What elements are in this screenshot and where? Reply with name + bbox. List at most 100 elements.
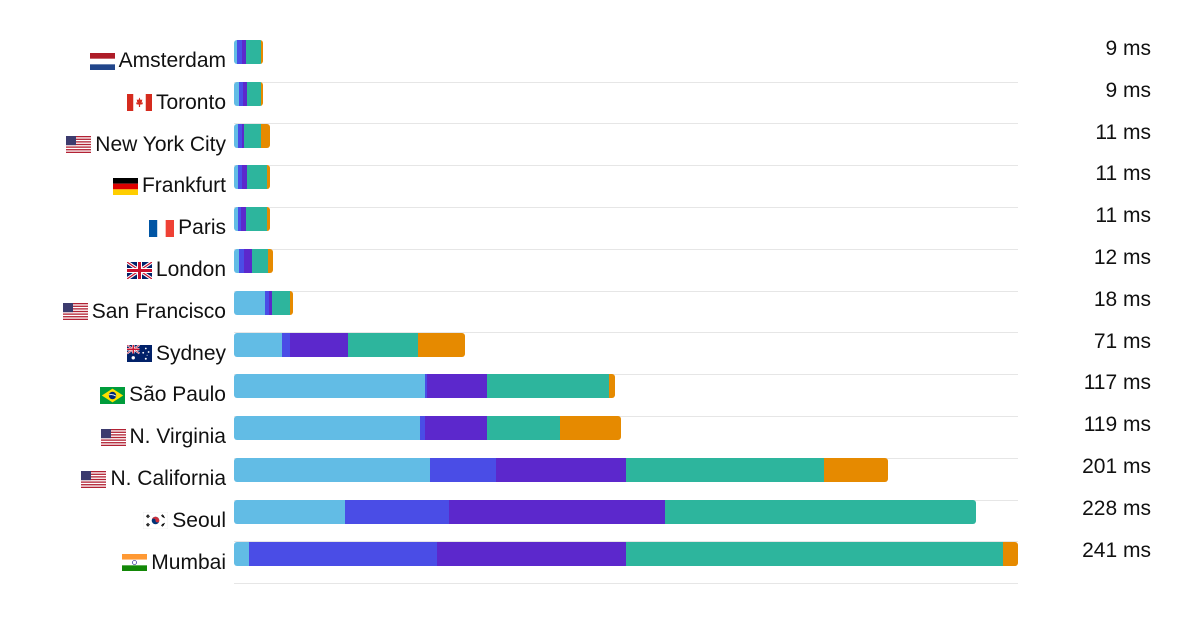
bar-segment [486, 416, 561, 441]
city-name: Sydney [155, 341, 226, 365]
bar-segment [251, 249, 268, 273]
stacked-bar [234, 416, 622, 441]
bar-segment [234, 541, 249, 566]
chart-row: Mumbai 241 ms [0, 538, 1200, 584]
france-flag-icon [149, 219, 175, 237]
bar-segment [265, 290, 270, 315]
bar-segment [241, 40, 246, 64]
bar-segment [290, 332, 348, 357]
usa-flag-icon [66, 136, 92, 154]
bar-segment [282, 332, 291, 357]
chart-row: Toronto 9 ms [0, 78, 1200, 124]
category-label: N. California [81, 462, 226, 496]
stacked-bar [234, 290, 293, 315]
category-label: Sydney [126, 337, 226, 371]
netherlands-flag-icon [89, 52, 115, 70]
germany-flag-icon [112, 177, 138, 195]
stacked-bar [234, 499, 976, 524]
usa-flag-icon [62, 303, 88, 321]
value-label: 241 ms [1082, 538, 1151, 562]
bar-segment [241, 165, 248, 190]
bar-segment [1003, 541, 1018, 566]
bar-segment [260, 123, 270, 148]
bar-segment [234, 123, 239, 148]
stacked-bar [234, 374, 615, 399]
city-name: Frankfurt [141, 174, 226, 198]
stacked-bar [234, 81, 264, 106]
row-divider [234, 165, 1018, 167]
bar-segment [449, 499, 665, 524]
value-label: 119 ms [1083, 413, 1151, 437]
city-name: New York City [95, 132, 226, 156]
category-label: Seoul [143, 504, 226, 538]
chart-row: London 12 ms [0, 246, 1200, 291]
bar-segment [261, 81, 264, 106]
chart-row: Sydney 71 ms [0, 329, 1200, 375]
row-divider [234, 123, 1018, 125]
category-label: London [126, 253, 226, 287]
bar-segment [272, 290, 290, 315]
row-divider [234, 290, 1018, 292]
city-name: Amsterdam [118, 49, 226, 72]
category-label: São Paulo [100, 378, 226, 412]
bar-segment [424, 374, 427, 399]
chart-row: Amsterdam 9 ms [0, 37, 1200, 82]
city-name: Paris [178, 216, 226, 240]
bar-segment [247, 165, 268, 190]
category-label: N. Virginia [100, 420, 227, 454]
bar-segment [609, 374, 615, 399]
bar-segment [560, 416, 622, 441]
category-label: Amsterdam [89, 44, 226, 78]
bar-segment [664, 499, 976, 524]
chart-row: São Paulo 117 ms [0, 371, 1200, 416]
bar-segment [234, 458, 431, 482]
stacked-bar [234, 165, 270, 190]
bar-segment [289, 290, 293, 315]
row-divider [234, 332, 1018, 334]
bar-segment [419, 416, 426, 441]
bar-segment [234, 40, 238, 64]
canada-flag-icon [126, 94, 152, 112]
bar-segment [234, 165, 238, 190]
bar-segment [240, 207, 247, 232]
bar-segment [237, 165, 242, 190]
bar-segment [626, 458, 825, 482]
city-name: Toronto [155, 90, 226, 114]
value-label: 18 ms [1093, 287, 1151, 311]
category-label: San Francisco [62, 295, 226, 329]
chart-row: N. California 201 ms [0, 455, 1200, 500]
bar-segment [430, 458, 496, 482]
row-divider [234, 81, 1018, 83]
value-label: 71 ms [1093, 329, 1151, 353]
bar-segment [237, 40, 242, 64]
bar-segment [245, 40, 261, 64]
bar-segment [234, 207, 238, 232]
value-label: 117 ms [1083, 371, 1151, 395]
chart-row: Paris 11 ms [0, 204, 1200, 249]
city-name: São Paulo [129, 383, 226, 407]
bar-segment [267, 165, 270, 190]
bar-segment [237, 207, 241, 232]
value-label: 228 ms [1082, 496, 1151, 520]
bar-segment [242, 123, 244, 148]
city-name: London [155, 258, 226, 281]
category-label: New York City [66, 128, 226, 162]
bar-segment [260, 40, 264, 64]
category-label: Toronto [126, 86, 226, 120]
category-label: Frankfurt [112, 169, 226, 203]
bar-segment [234, 374, 425, 399]
brazil-flag-icon [100, 386, 126, 404]
category-label: Paris [149, 211, 226, 245]
bar-segment [234, 249, 239, 273]
row-divider [234, 248, 1018, 250]
bar-segment [436, 541, 627, 566]
stacked-bar [234, 40, 264, 64]
value-label: 9 ms [1105, 78, 1151, 102]
bar-segment [426, 374, 488, 399]
bar-segment [269, 290, 273, 315]
bar-segment [234, 416, 420, 441]
city-name: N. Virginia [129, 425, 227, 449]
stacked-bar [234, 123, 270, 148]
chart-row: N. Virginia 119 ms [0, 413, 1200, 458]
chart-row: Seoul 228 ms [0, 496, 1200, 542]
